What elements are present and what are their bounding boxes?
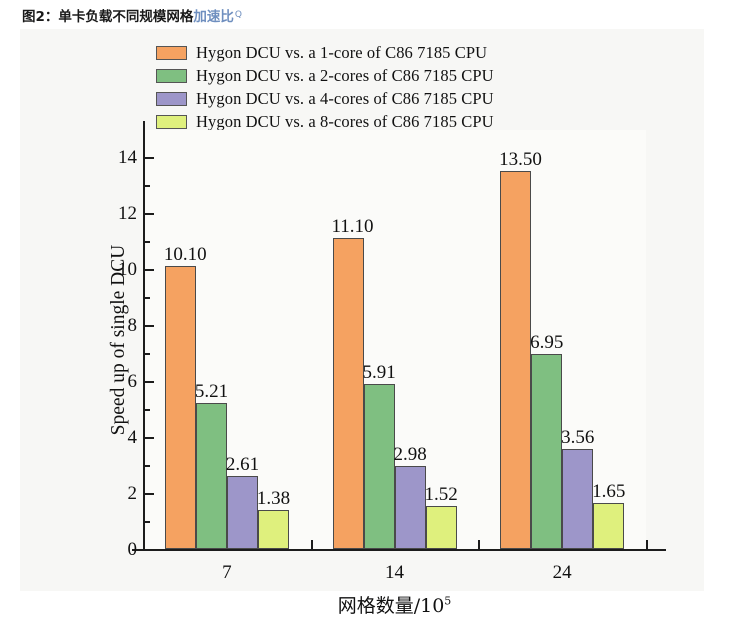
y-axis-tick <box>145 269 154 271</box>
y-axis-minor-tick <box>145 185 150 187</box>
y-axis-tick-label: 6 <box>127 371 138 392</box>
bar-value-label: 1.52 <box>424 484 458 506</box>
legend-item-label: Hygon DCU vs. a 1-core of C86 7185 CPU <box>196 42 488 62</box>
x-axis-category-label: 7 <box>222 562 232 583</box>
y-axis-tick-label: 4 <box>127 427 138 448</box>
legend-item[interactable]: Hygon DCU vs. a 1-core of C86 7185 CPU <box>156 41 586 64</box>
legend-item-label: Hygon DCU vs. a 8-cores of C86 7185 CPU <box>196 111 494 131</box>
y-axis-tick <box>145 437 154 439</box>
bar-value-label: 13.50 <box>499 149 542 170</box>
bar[interactable] <box>394 465 426 549</box>
caption-link[interactable]: 加速比 <box>193 9 234 25</box>
legend-swatch-icon <box>156 68 187 83</box>
y-axis-tick-label: 14 <box>118 147 137 168</box>
y-axis-line <box>143 121 145 550</box>
bar[interactable] <box>363 383 395 549</box>
plot-area: 0 2 4 6 8 10 12 14 7 14 24 10.10 5.21 2.61 1.38 11.10… <box>108 121 666 617</box>
legend-item[interactable]: Hygon DCU vs. a 2-cores of C86 7185 CPU <box>156 64 586 87</box>
y-axis-tick <box>145 325 154 327</box>
x-axis-title-text: 网格数量/10 <box>337 595 445 617</box>
bar-value-label: 11.10 <box>331 216 374 238</box>
x-axis-category-label: 14 <box>385 562 404 583</box>
x-axis-title: 网格数量/105 <box>143 591 646 618</box>
bar-value-label: 10.10 <box>163 244 207 266</box>
bar-value-label: 6.95 <box>530 332 564 354</box>
bar[interactable] <box>226 475 258 549</box>
caption-superscript: Q <box>234 10 242 20</box>
bar[interactable] <box>425 506 457 549</box>
bar-value-label: 2.98 <box>393 443 427 465</box>
bar-value-label: 3.56 <box>561 427 595 449</box>
x-axis-tick <box>143 540 145 549</box>
bar[interactable] <box>257 510 289 549</box>
legend-item-label: Hygon DCU vs. a 4-cores of C86 7185 CPU <box>196 88 494 108</box>
chart-legend: Hygon DCU vs. a 1-core of C86 7185 CPU Hy… <box>156 41 586 133</box>
y-axis-tick <box>145 381 154 383</box>
chart-figure: Hygon DCU vs. a 1-core of C86 7185 CPU Hy… <box>20 29 704 617</box>
legend-item[interactable]: Hygon DCU vs. a 8-cores of C86 7185 CPU <box>156 110 586 133</box>
y-axis-tick-label: 0 <box>127 539 138 560</box>
x-axis-tick <box>310 540 313 549</box>
bar-value-label: 2.61 <box>225 453 260 475</box>
y-axis-tick-label: 10 <box>118 259 137 280</box>
y-axis-tick-label: 8 <box>127 315 138 336</box>
bar[interactable] <box>332 238 364 549</box>
y-axis-minor-tick <box>145 353 150 355</box>
y-axis-tick <box>145 493 154 495</box>
x-axis-tick <box>478 540 481 549</box>
y-axis-minor-tick <box>145 241 150 243</box>
bar-value-label: 5.91 <box>362 361 396 383</box>
y-axis-minor-tick <box>145 465 150 467</box>
y-axis-tick <box>145 213 154 215</box>
y-axis-tick-label: 12 <box>118 203 137 224</box>
figure-caption: 图2：单卡负载不同规模网格 加速比 Q <box>22 4 242 26</box>
y-axis-tick <box>145 549 154 551</box>
y-axis-minor-tick <box>145 297 150 299</box>
legend-swatch-icon <box>156 45 187 60</box>
bar-value-label: 5.21 <box>194 381 229 403</box>
caption-prefix: 图2：单卡负载不同规模网格 <box>22 9 194 25</box>
y-axis-minor-tick <box>145 409 150 411</box>
bar[interactable] <box>531 354 563 549</box>
legend-swatch-icon <box>156 91 187 106</box>
y-axis-title: Speed up of single DCU <box>108 244 129 436</box>
x-axis-tick <box>646 540 648 549</box>
bar[interactable] <box>500 171 532 549</box>
x-axis-title-exponent: 5 <box>444 594 452 608</box>
bar[interactable] <box>593 502 625 549</box>
bar-value-label: 1.38 <box>256 488 291 510</box>
legend-swatch-icon <box>156 114 187 129</box>
legend-item-label: Hygon DCU vs. a 2-cores of C86 7185 CPU <box>196 65 494 85</box>
legend-item[interactable]: Hygon DCU vs. a 4-cores of C86 7185 CPU <box>156 87 586 110</box>
y-axis-tick <box>145 157 154 159</box>
y-axis-minor-tick <box>145 521 150 523</box>
x-axis-line <box>132 549 666 551</box>
x-axis-category-label: 24 <box>552 562 572 583</box>
bar-value-label: 1.65 <box>592 480 626 502</box>
bar[interactable] <box>164 266 196 549</box>
bar[interactable] <box>195 403 227 549</box>
y-axis-tick-label: 2 <box>127 483 138 504</box>
bar[interactable] <box>562 449 594 549</box>
